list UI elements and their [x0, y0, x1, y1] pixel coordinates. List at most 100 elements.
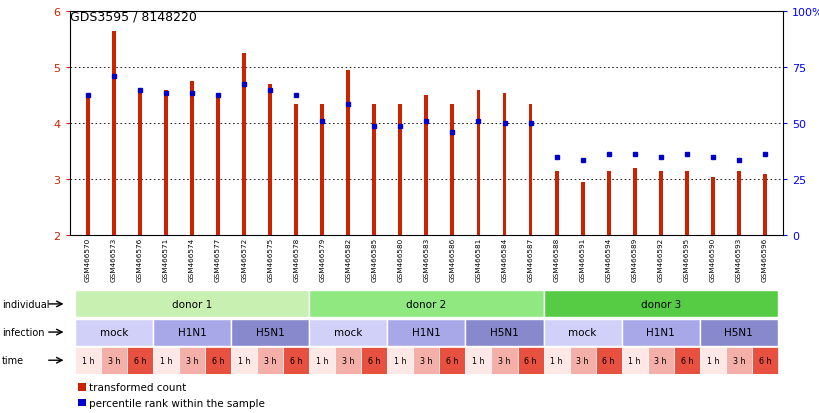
- Bar: [606, 171, 610, 236]
- Bar: [476, 90, 480, 236]
- Bar: [216, 96, 219, 236]
- Text: donor 2: donor 2: [405, 299, 446, 309]
- Bar: [762, 174, 766, 236]
- Text: time: time: [2, 355, 24, 366]
- Bar: [647, 347, 673, 374]
- Text: H1N1: H1N1: [178, 327, 206, 337]
- Bar: [231, 347, 257, 374]
- Bar: [465, 319, 543, 346]
- Bar: [554, 171, 558, 236]
- Text: transformed count: transformed count: [89, 382, 187, 392]
- Text: H5N1: H5N1: [490, 327, 518, 337]
- Bar: [320, 104, 324, 236]
- Bar: [413, 347, 439, 374]
- Text: 6 h: 6 h: [290, 356, 302, 365]
- Bar: [751, 347, 777, 374]
- Bar: [112, 32, 115, 236]
- Bar: [595, 347, 621, 374]
- Text: percentile rank within the sample: percentile rank within the sample: [89, 398, 265, 408]
- Text: H5N1: H5N1: [723, 327, 753, 337]
- Bar: [75, 291, 309, 318]
- Bar: [127, 347, 153, 374]
- Bar: [335, 347, 361, 374]
- Text: infection: infection: [2, 327, 44, 337]
- Bar: [309, 291, 543, 318]
- Bar: [387, 347, 413, 374]
- Text: 6 h: 6 h: [680, 356, 692, 365]
- Bar: [621, 347, 647, 374]
- Bar: [179, 347, 205, 374]
- Bar: [294, 104, 298, 236]
- Text: 1 h: 1 h: [394, 356, 406, 365]
- Text: mock: mock: [100, 327, 128, 337]
- Text: 6 h: 6 h: [211, 356, 224, 365]
- Bar: [75, 319, 153, 346]
- Bar: [153, 319, 231, 346]
- Bar: [621, 319, 699, 346]
- Bar: [387, 319, 465, 346]
- Bar: [372, 104, 376, 236]
- Bar: [283, 347, 309, 374]
- Bar: [138, 90, 142, 236]
- Text: donor 3: donor 3: [640, 299, 680, 309]
- Bar: [725, 347, 751, 374]
- Bar: [710, 177, 714, 236]
- Bar: [543, 347, 569, 374]
- Bar: [684, 171, 688, 236]
- Text: H1N1: H1N1: [645, 327, 674, 337]
- Text: 3 h: 3 h: [498, 356, 510, 365]
- Bar: [580, 183, 584, 236]
- Text: H1N1: H1N1: [411, 327, 441, 337]
- Bar: [309, 319, 387, 346]
- Text: H5N1: H5N1: [256, 327, 284, 337]
- Text: 1 h: 1 h: [550, 356, 562, 365]
- Bar: [543, 291, 777, 318]
- Text: 1 h: 1 h: [238, 356, 250, 365]
- Text: 6 h: 6 h: [602, 356, 614, 365]
- Text: 6 h: 6 h: [523, 356, 536, 365]
- Bar: [517, 347, 543, 374]
- Text: 1 h: 1 h: [706, 356, 718, 365]
- Bar: [491, 347, 517, 374]
- Text: 6 h: 6 h: [446, 356, 458, 365]
- Text: 6 h: 6 h: [758, 356, 770, 365]
- Text: 6 h: 6 h: [133, 356, 146, 365]
- Bar: [75, 347, 101, 374]
- Text: individual: individual: [2, 299, 49, 309]
- Text: 6 h: 6 h: [368, 356, 380, 365]
- Bar: [153, 347, 179, 374]
- Text: 1 h: 1 h: [160, 356, 172, 365]
- Bar: [398, 104, 402, 236]
- Bar: [699, 319, 777, 346]
- Text: 3 h: 3 h: [264, 356, 276, 365]
- Bar: [361, 347, 387, 374]
- Bar: [242, 54, 246, 236]
- Bar: [439, 347, 465, 374]
- Text: 1 h: 1 h: [315, 356, 328, 365]
- Text: 3 h: 3 h: [654, 356, 666, 365]
- Bar: [346, 71, 350, 236]
- Text: mock: mock: [333, 327, 362, 337]
- Bar: [86, 96, 90, 236]
- Bar: [658, 171, 662, 236]
- Text: 1 h: 1 h: [82, 356, 94, 365]
- Bar: [205, 347, 231, 374]
- Bar: [101, 347, 127, 374]
- Text: mock: mock: [568, 327, 596, 337]
- Bar: [164, 90, 168, 236]
- Bar: [502, 93, 506, 236]
- Text: 3 h: 3 h: [576, 356, 588, 365]
- Bar: [673, 347, 699, 374]
- Bar: [632, 169, 636, 236]
- Bar: [465, 347, 491, 374]
- Bar: [569, 347, 595, 374]
- Text: 1 h: 1 h: [627, 356, 640, 365]
- Text: 3 h: 3 h: [342, 356, 354, 365]
- Text: 1 h: 1 h: [472, 356, 484, 365]
- Text: 3 h: 3 h: [731, 356, 744, 365]
- Bar: [231, 319, 309, 346]
- Text: GDS3595 / 8148220: GDS3595 / 8148220: [70, 10, 197, 23]
- Bar: [257, 347, 283, 374]
- Bar: [543, 319, 621, 346]
- Text: 3 h: 3 h: [186, 356, 198, 365]
